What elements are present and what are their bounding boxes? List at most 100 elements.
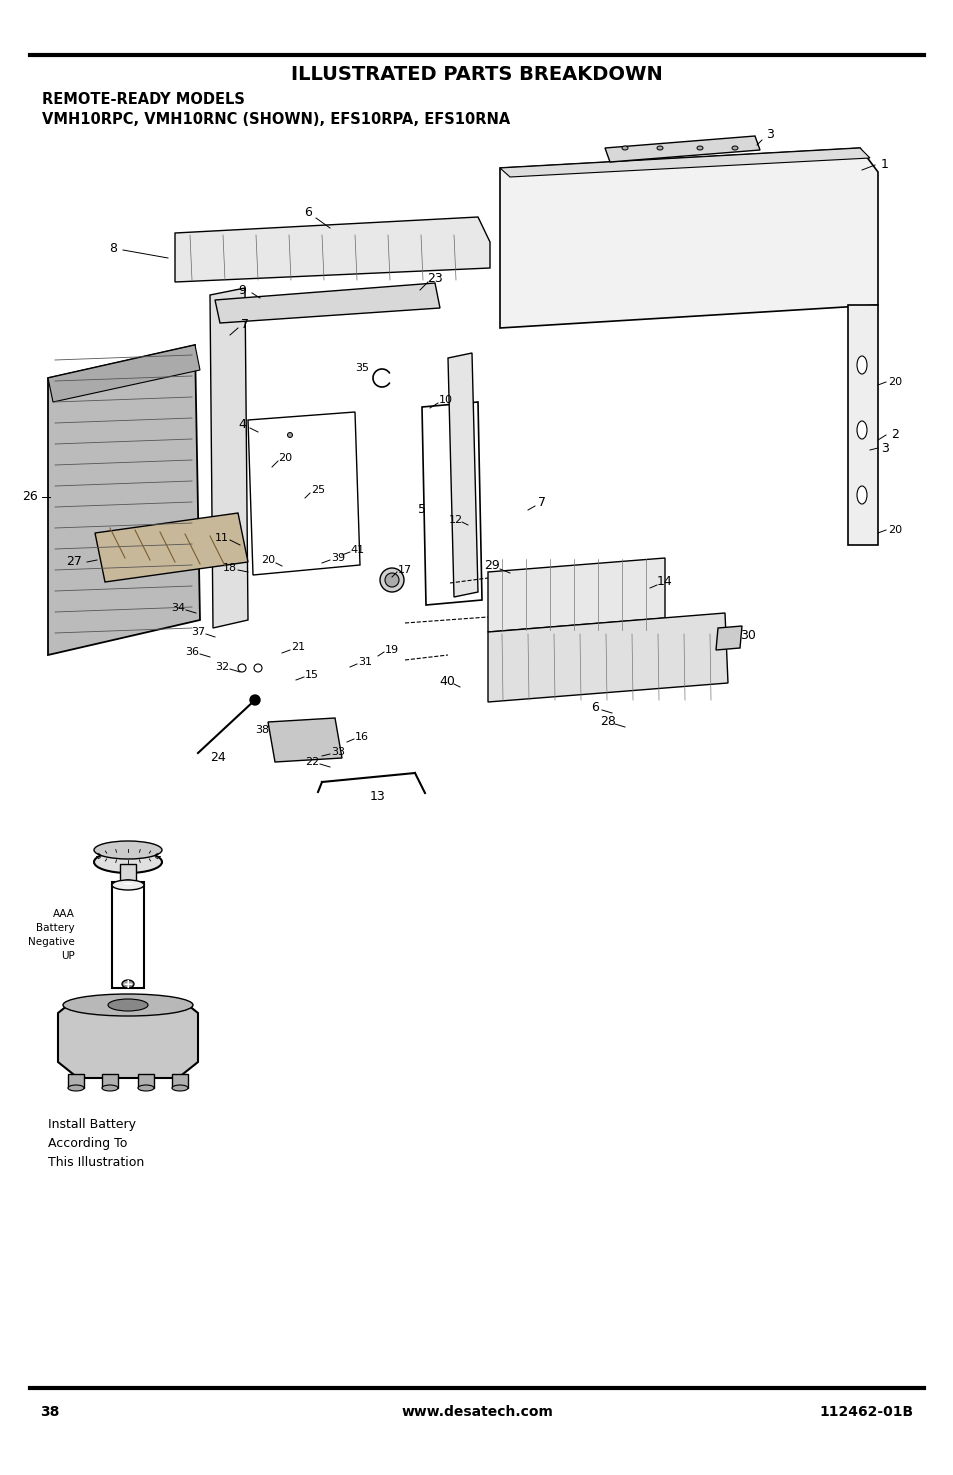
Text: 16: 16 [355,732,369,742]
Text: 41: 41 [351,544,365,555]
Text: 31: 31 [357,656,372,667]
Text: 25: 25 [311,485,325,496]
Text: REMOTE-READY MODELS: REMOTE-READY MODELS [42,93,245,108]
Polygon shape [421,403,481,605]
Polygon shape [95,513,248,583]
Bar [102,1074,118,1089]
Circle shape [385,572,398,587]
Text: 39: 39 [331,553,345,563]
Text: −: − [123,878,133,891]
Text: 6: 6 [304,207,312,220]
Text: 38: 38 [254,726,269,735]
Text: 30: 30 [740,630,755,643]
Ellipse shape [172,1086,188,1092]
Circle shape [253,664,262,673]
Ellipse shape [856,485,866,504]
Bar [120,864,136,882]
Ellipse shape [697,146,702,150]
Text: 21: 21 [291,642,305,652]
Polygon shape [210,288,248,628]
Text: 4: 4 [238,419,246,432]
Text: 24: 24 [210,751,226,764]
Ellipse shape [63,994,193,1016]
Text: 3: 3 [881,441,888,454]
Polygon shape [214,283,439,323]
Text: 20: 20 [277,453,292,463]
Text: VMH10RPC, VMH10RNC (SHOWN), EFS10RPA, EFS10RNA: VMH10RPC, VMH10RNC (SHOWN), EFS10RPA, EF… [42,112,510,127]
Ellipse shape [122,881,133,888]
Text: 32: 32 [214,662,229,673]
Ellipse shape [856,355,866,375]
Polygon shape [488,558,664,631]
Ellipse shape [108,999,148,1010]
Text: 40: 40 [438,676,455,689]
Polygon shape [248,412,359,575]
Text: www.desatech.com: www.desatech.com [400,1406,553,1419]
Text: 7: 7 [241,319,249,332]
Text: 10: 10 [438,395,453,406]
Polygon shape [488,614,727,702]
Ellipse shape [94,851,162,873]
Ellipse shape [94,841,162,858]
Circle shape [379,568,403,591]
Polygon shape [48,345,200,403]
Bar [112,882,144,988]
Text: 22: 22 [305,757,319,767]
Bar [138,1074,153,1089]
Text: 20: 20 [887,378,902,386]
Text: 13: 13 [370,791,385,804]
Polygon shape [448,353,477,597]
Polygon shape [58,1004,198,1078]
Polygon shape [268,718,341,763]
Text: 5: 5 [417,503,426,516]
Ellipse shape [731,146,738,150]
Text: 28: 28 [599,715,616,729]
Text: 7: 7 [537,497,545,509]
Polygon shape [174,217,490,282]
Ellipse shape [112,881,144,889]
Ellipse shape [287,432,293,438]
Polygon shape [499,148,869,177]
Polygon shape [716,625,741,650]
Text: Install Battery
According To
This Illustration: Install Battery According To This Illust… [48,1118,144,1170]
Text: 20: 20 [261,555,274,565]
Ellipse shape [102,1086,118,1092]
Ellipse shape [621,146,627,150]
Text: +: + [123,978,133,991]
Text: 9: 9 [238,283,246,296]
Text: 3: 3 [765,128,773,142]
Text: 29: 29 [483,559,499,572]
Text: 18: 18 [223,563,236,572]
Text: 8: 8 [109,242,117,255]
Text: 17: 17 [397,565,412,575]
Text: AAA
Battery
Negative
UP: AAA Battery Negative UP [29,909,75,962]
Text: 37: 37 [191,627,205,637]
Text: 1: 1 [881,158,888,171]
Text: 14: 14 [657,575,672,589]
Text: 27: 27 [66,556,82,568]
Ellipse shape [68,1086,84,1092]
Bar [68,1074,84,1089]
Text: 34: 34 [171,603,185,614]
Text: 2: 2 [890,429,898,441]
Bar [172,1074,188,1089]
Ellipse shape [657,146,662,150]
Ellipse shape [138,1086,153,1092]
Text: 35: 35 [355,363,369,373]
Text: 15: 15 [305,670,318,680]
Polygon shape [847,305,877,544]
Text: 23: 23 [427,271,442,285]
Text: 36: 36 [185,648,199,656]
Text: 6: 6 [591,702,598,714]
Polygon shape [499,148,877,327]
Ellipse shape [856,420,866,440]
Text: 112462-01B: 112462-01B [819,1406,913,1419]
Circle shape [237,664,246,673]
Circle shape [250,695,260,705]
Text: 11: 11 [214,532,229,543]
Text: ILLUSTRATED PARTS BREAKDOWN: ILLUSTRATED PARTS BREAKDOWN [291,65,662,84]
Text: 33: 33 [331,746,345,757]
Text: 19: 19 [384,645,398,655]
Text: 20: 20 [887,525,902,535]
Text: 26: 26 [22,491,38,503]
